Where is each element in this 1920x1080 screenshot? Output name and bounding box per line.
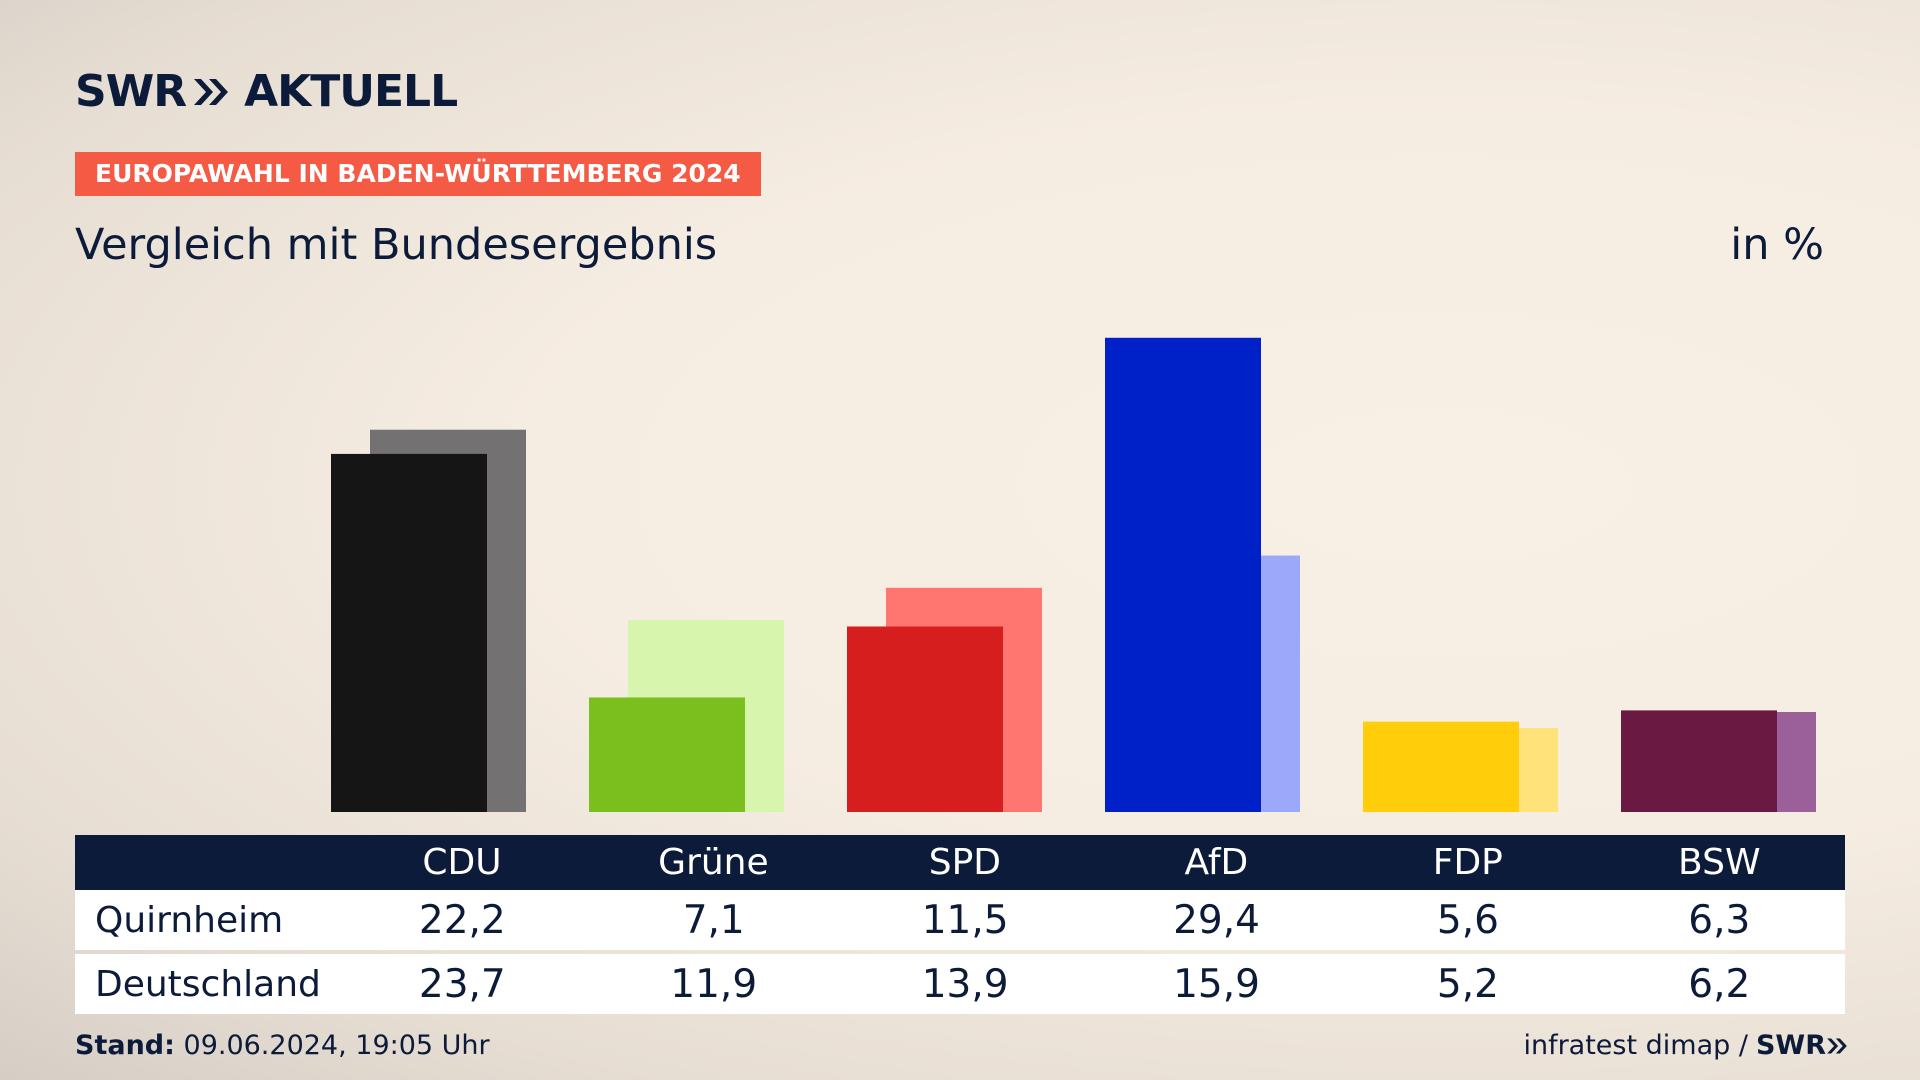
source-credit: infratest dimap / SWR xyxy=(1523,1030,1848,1061)
row-label: Deutschland xyxy=(95,963,321,1005)
column-header: FDP xyxy=(1432,842,1503,883)
column-header: AfD xyxy=(1184,842,1249,883)
value-cell: 15,9 xyxy=(1173,961,1260,1007)
value-cell: 6,3 xyxy=(1688,897,1751,943)
brand-name: SWR xyxy=(75,66,187,117)
double-chevron-icon xyxy=(1827,1037,1847,1054)
source-text: infratest dimap / xyxy=(1523,1030,1748,1061)
column-header: CDU xyxy=(422,842,502,883)
bar-quirnheim-spd xyxy=(847,626,1003,812)
value-cell: 11,9 xyxy=(670,961,758,1007)
column-header: BSW xyxy=(1678,842,1761,883)
value-cell: 29,4 xyxy=(1173,897,1260,943)
value-cell: 22,2 xyxy=(418,897,506,943)
table-row: Quirnheim 22,2 7,1 11,5 29,4 5,6 6,3 xyxy=(75,890,1845,950)
swr-aktuell-logo: SWR AKTUELL xyxy=(75,66,458,117)
column-header: SPD xyxy=(928,842,1002,883)
column-header: Grüne xyxy=(658,842,769,883)
header-spacer xyxy=(75,835,336,890)
value-cell: 23,7 xyxy=(418,961,506,1007)
election-badge: EUROPAWAHL IN BADEN-WÜRTTEMBERG 2024 xyxy=(75,152,761,196)
timestamp: Stand: 09.06.2024, 19:05 Uhr xyxy=(75,1030,490,1061)
stand-value: 09.06.2024, 19:05 Uhr xyxy=(183,1030,490,1061)
results-table: CDU Grüne SPD AfD FDP BSW Quirnheim 22,2… xyxy=(75,835,1845,1014)
bar-quirnheim-afd xyxy=(1105,337,1261,812)
stand-label: Stand: xyxy=(75,1030,175,1061)
bar-quirnheim-fdp xyxy=(1363,721,1519,812)
value-cell: 5,2 xyxy=(1436,961,1499,1007)
value-cell: 11,5 xyxy=(921,897,1009,943)
bar-quirnheim-grüne xyxy=(589,697,745,812)
value-cell: 6,2 xyxy=(1688,961,1751,1007)
table-header: CDU Grüne SPD AfD FDP BSW xyxy=(75,835,1845,890)
double-chevron-icon xyxy=(192,77,230,107)
unit-label: in % xyxy=(1730,220,1824,270)
row-label: Quirnheim xyxy=(95,899,284,941)
table-row: Deutschland 23,7 11,9 13,9 15,9 5,2 6,2 xyxy=(75,954,1845,1014)
source-brand: SWR xyxy=(1755,1030,1826,1061)
bar-quirnheim-cdu xyxy=(331,453,487,812)
chart-subtitle: Vergleich mit Bundesergebnis xyxy=(75,220,718,270)
bar-quirnheim-bsw xyxy=(1621,710,1777,812)
value-cell: 7,1 xyxy=(682,897,745,943)
brand-suffix: AKTUELL xyxy=(244,66,458,117)
value-cell: 13,9 xyxy=(921,961,1009,1007)
source-logo: SWR xyxy=(1756,1030,1848,1061)
value-cell: 5,6 xyxy=(1436,897,1499,943)
